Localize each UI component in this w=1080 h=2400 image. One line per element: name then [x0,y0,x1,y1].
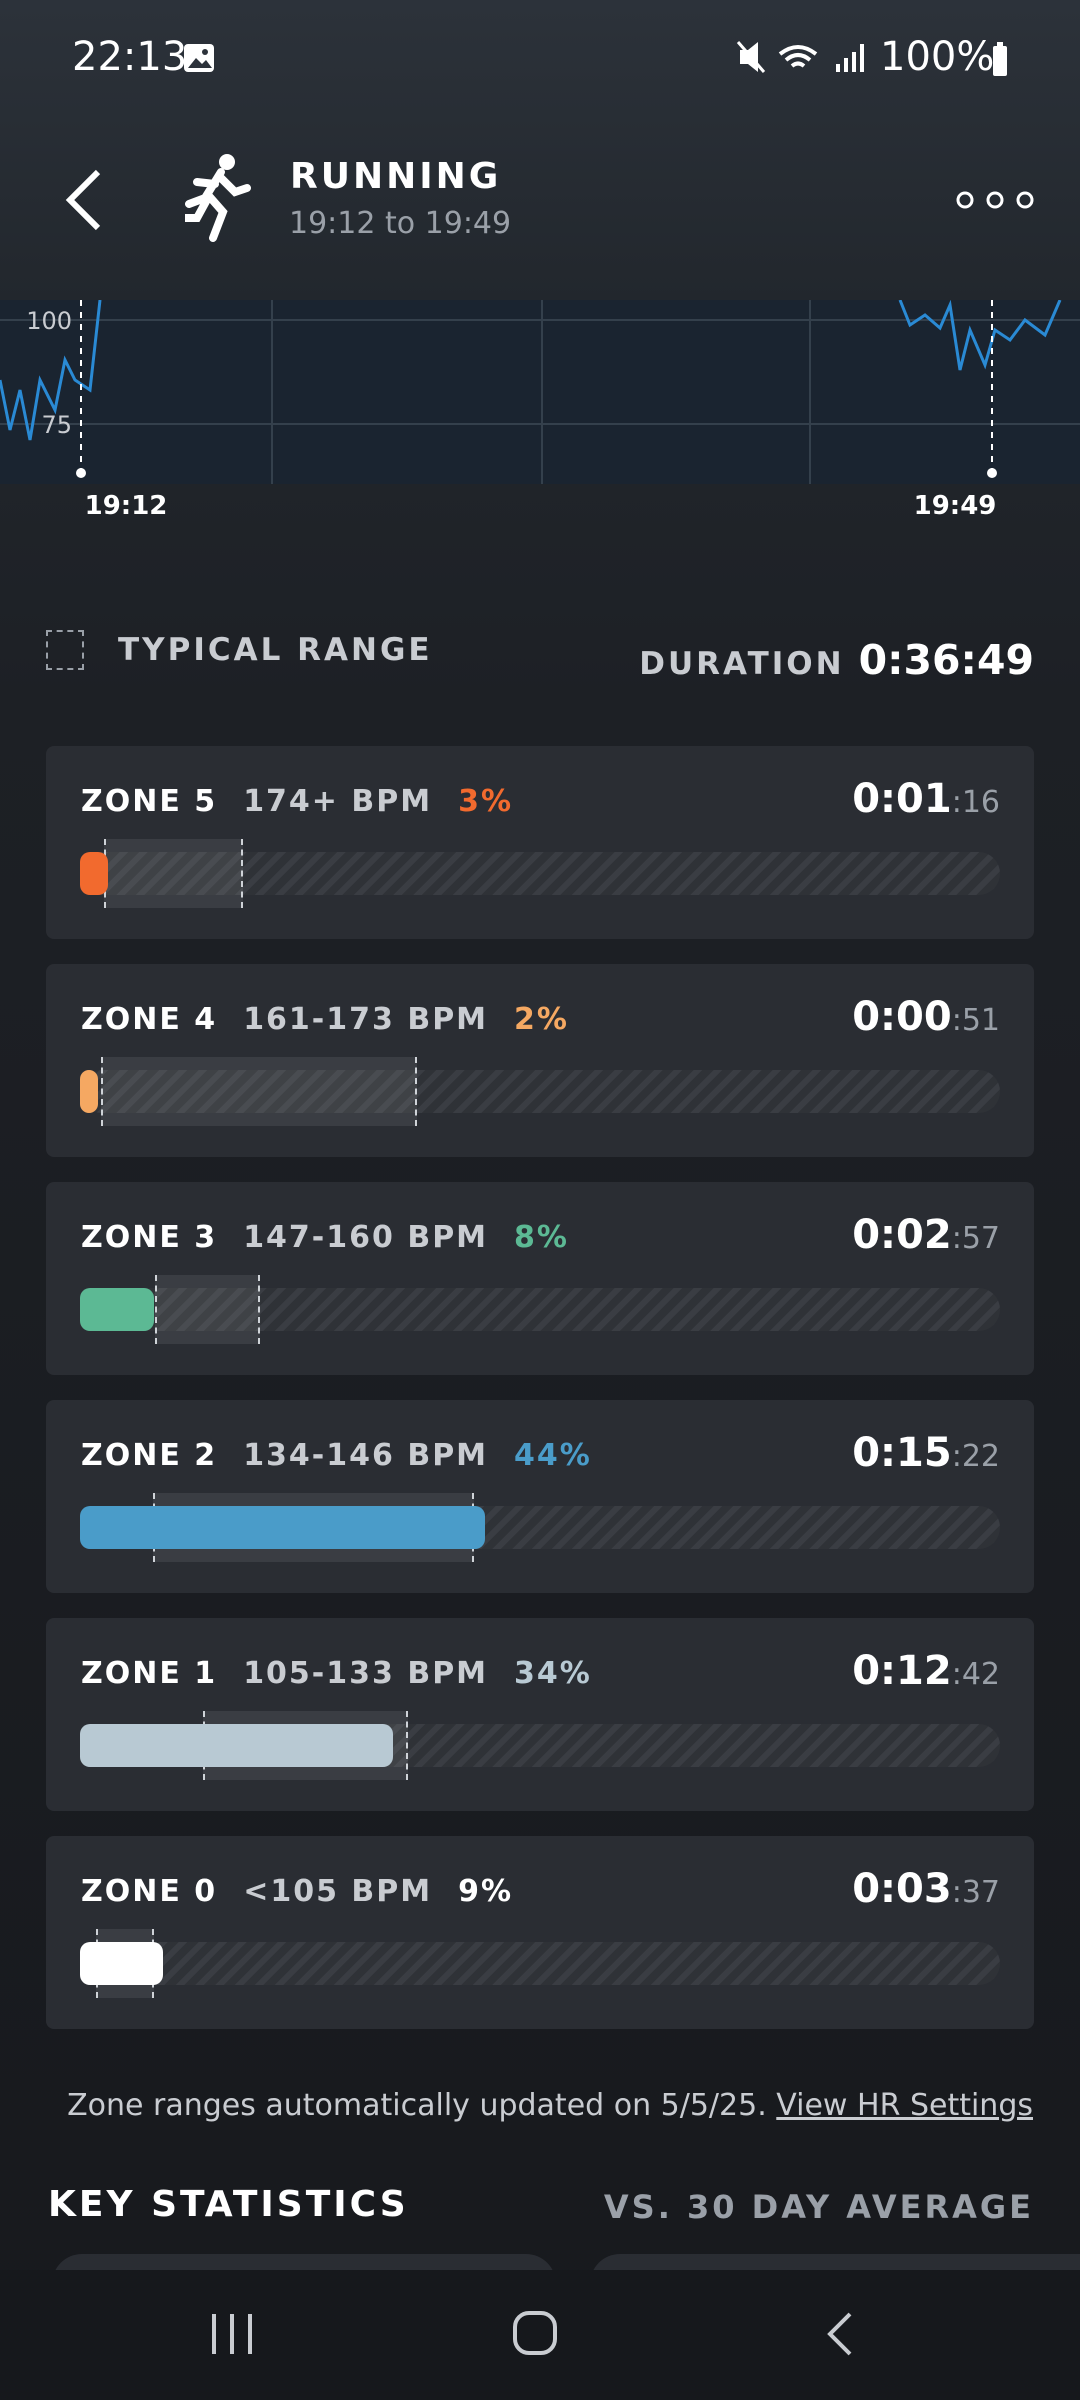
zone-bar [80,1070,99,1113]
grid [0,300,1080,484]
nav-bar [0,2270,1080,2400]
zone-card: ZONE 5 174+ BPM 3% 0:01:16 [46,746,1034,939]
footnote-text: Zone ranges automatically updated on 5/5… [67,2088,767,2123]
key-stats-comparison[interactable]: VS. 30 DAY AVERAGE [603,2188,1034,2226]
zone-header: ZONE 3 147-160 BPM 8% [81,1220,569,1255]
duration-seconds: :16 [951,785,1000,820]
footnote: Zone ranges automatically updated on 5/5… [67,2088,1033,2123]
status-time: 22:13 [72,34,188,80]
recents-button[interactable] [210,2312,254,2356]
zone-card: ZONE 1 105-133 BPM 34% 0:12:42 [46,1618,1034,1811]
typical-range [104,839,243,908]
hr-chart: 100 75 19:12 19:49 [0,300,1080,520]
duration-main: 0:15 [852,1430,952,1476]
zone-name: ZONE 1 [81,1656,218,1691]
hr-line [898,300,1062,371]
zone-bar [80,1724,393,1767]
zone-bar [80,852,108,895]
back-nav-button[interactable] [822,2310,856,2358]
zone-card: ZONE 0 <105 BPM 9% 0:03:37 [46,1836,1034,2029]
zone-duration: 0:02:57 [852,1212,1000,1258]
y-label: 75 [41,411,72,439]
zone-percent: 2% [514,1002,569,1037]
zone-header: ZONE 2 134-146 BPM 44% [81,1438,592,1473]
duration-seconds: :57 [951,1221,1000,1256]
zone-name: ZONE 4 [81,1002,218,1037]
duration-seconds: :37 [951,1875,1000,1910]
y-label: 100 [26,307,72,335]
duration-seconds: :42 [951,1657,1000,1692]
zone-duration: 0:03:37 [852,1866,1000,1912]
x-label: 19:12 [85,491,168,520]
zone-duration: 0:00:51 [852,994,1000,1040]
duration-main: 0:12 [852,1648,952,1694]
zone-name: ZONE 0 [81,1874,218,1909]
zone-track [80,852,1000,895]
zone-bpm: 174+ BPM [243,784,433,819]
duration-seconds: :51 [951,1003,1000,1038]
typical-range [155,1275,260,1344]
x-label: 19:49 [914,491,997,520]
zone-percent: 34% [514,1656,592,1691]
zone-track [80,1288,1000,1331]
zone-bpm: 147-160 BPM [243,1220,489,1255]
back-button[interactable] [60,168,110,232]
duration-main: 0:01 [852,776,952,822]
zone-card: ZONE 3 147-160 BPM 8% 0:02:57 [46,1182,1034,1375]
key-stats-title: KEY STATISTICS [48,2184,409,2225]
hr-settings-link[interactable]: View HR Settings [776,2088,1033,2123]
zone-header: ZONE 0 <105 BPM 9% [81,1874,513,1909]
zone-duration: 0:15:22 [852,1430,1000,1476]
zone-duration: 0:12:42 [852,1648,1000,1694]
zone-header: ZONE 5 174+ BPM 3% [81,784,513,819]
zone-header: ZONE 1 105-133 BPM 34% [81,1656,592,1691]
activity-time: 19:12 to 19:49 [289,206,512,241]
typical-range-label: TYPICAL RANGE [118,632,433,668]
duration-value: 0:36:49 [858,636,1034,684]
zone-bpm: 134-146 BPM [243,1438,489,1473]
zone-percent: 3% [458,784,514,819]
gallery-icon [184,44,214,72]
battery-percent: 100% [880,34,995,80]
zone-percent: 8% [514,1220,569,1255]
zone-duration: 0:01:16 [852,776,1000,822]
zone-bar [80,1942,163,1985]
zone-bar [80,1288,154,1331]
zone-card: ZONE 4 161-173 BPM 2% 0:00:51 [46,964,1034,1157]
zone-bpm: 161-173 BPM [243,1002,489,1037]
zone-name: ZONE 3 [81,1220,218,1255]
zone-percent: 44% [514,1438,592,1473]
typical-range [101,1057,417,1126]
zone-bar [80,1506,485,1549]
zone-percent: 9% [458,1874,514,1909]
duration-main: 0:02 [852,1212,952,1258]
more-button[interactable] [955,188,1035,212]
running-icon [185,154,251,242]
duration-main: 0:00 [852,994,952,1040]
zone-bpm: 105-133 BPM [243,1656,489,1691]
duration-row: DURATION 0:36:49 [639,636,1034,684]
chart-bg [0,300,1080,484]
duration-label: DURATION [639,646,845,682]
duration-seconds: :22 [951,1439,1000,1474]
typical-range-swatch [46,630,84,670]
zone-track [80,1942,1000,1985]
zone-track [80,1070,1000,1113]
battery-icon [993,42,1007,76]
activity-title: RUNNING [290,156,502,197]
home-button[interactable] [512,2310,558,2356]
zone-header: ZONE 4 161-173 BPM 2% [81,1002,569,1037]
duration-main: 0:03 [852,1866,952,1912]
zone-card: ZONE 2 134-146 BPM 44% 0:15:22 [46,1400,1034,1593]
zone-name: ZONE 5 [81,784,218,819]
zone-name: ZONE 2 [81,1438,218,1473]
status-icons [736,41,864,73]
zone-bpm: <105 BPM [243,1874,433,1909]
hr-line [0,300,102,441]
